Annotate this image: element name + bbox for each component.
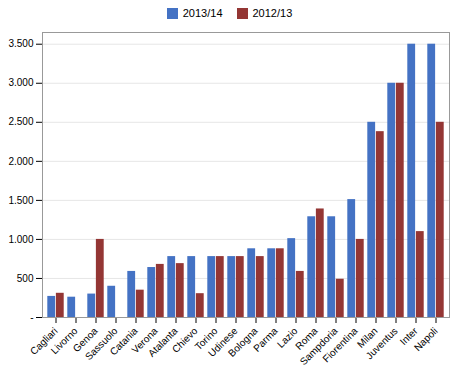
svg-text:Chievo: Chievo <box>170 325 200 355</box>
svg-text:Atalanta: Atalanta <box>145 325 180 359</box>
svg-text:Torino: Torino <box>192 325 220 353</box>
svg-text:Lazio: Lazio <box>275 325 300 350</box>
svg-text:500: 500 <box>17 273 34 284</box>
svg-text:2.500: 2.500 <box>8 116 33 127</box>
svg-text:3.500: 3.500 <box>8 38 33 49</box>
svg-text:Udinese: Udinese <box>205 325 240 359</box>
svg-text:Sassuolo: Sassuolo <box>82 325 120 363</box>
html-text:2013/14: 2013/14 <box>182 7 223 19</box>
svg-text:Verona: Verona <box>129 325 160 356</box>
svg-text:1.000: 1.000 <box>8 234 33 245</box>
svg-text:Bologna: Bologna <box>225 325 260 359</box>
svg-text:2.000: 2.000 <box>8 156 33 167</box>
svg-text:Fiorentina: Fiorentina <box>320 325 360 365</box>
svg-text:Roma: Roma <box>293 325 320 352</box>
svg-text:Cagliari: Cagliari <box>27 325 60 357</box>
svg-text:Livorno: Livorno <box>48 325 80 357</box>
svg-text:3.000: 3.000 <box>8 77 33 88</box>
svg-text:Milan: Milan <box>355 325 380 350</box>
svg-text:Inter: Inter <box>397 325 420 348</box>
svg-text:Genoa: Genoa <box>70 325 100 355</box>
svg-text:Juventus: Juventus <box>364 325 400 361</box>
svg-text:Parma: Parma <box>251 325 280 354</box>
svg-text:Catania: Catania <box>107 325 140 358</box>
svg-text:1.500: 1.500 <box>8 195 33 206</box>
html-text:2012/13: 2012/13 <box>252 7 293 19</box>
svg-text:Napoli: Napoli <box>412 325 440 353</box>
svg-text:-: - <box>30 312 33 323</box>
svg-text:Sampdoria: Sampdoria <box>297 325 340 368</box>
